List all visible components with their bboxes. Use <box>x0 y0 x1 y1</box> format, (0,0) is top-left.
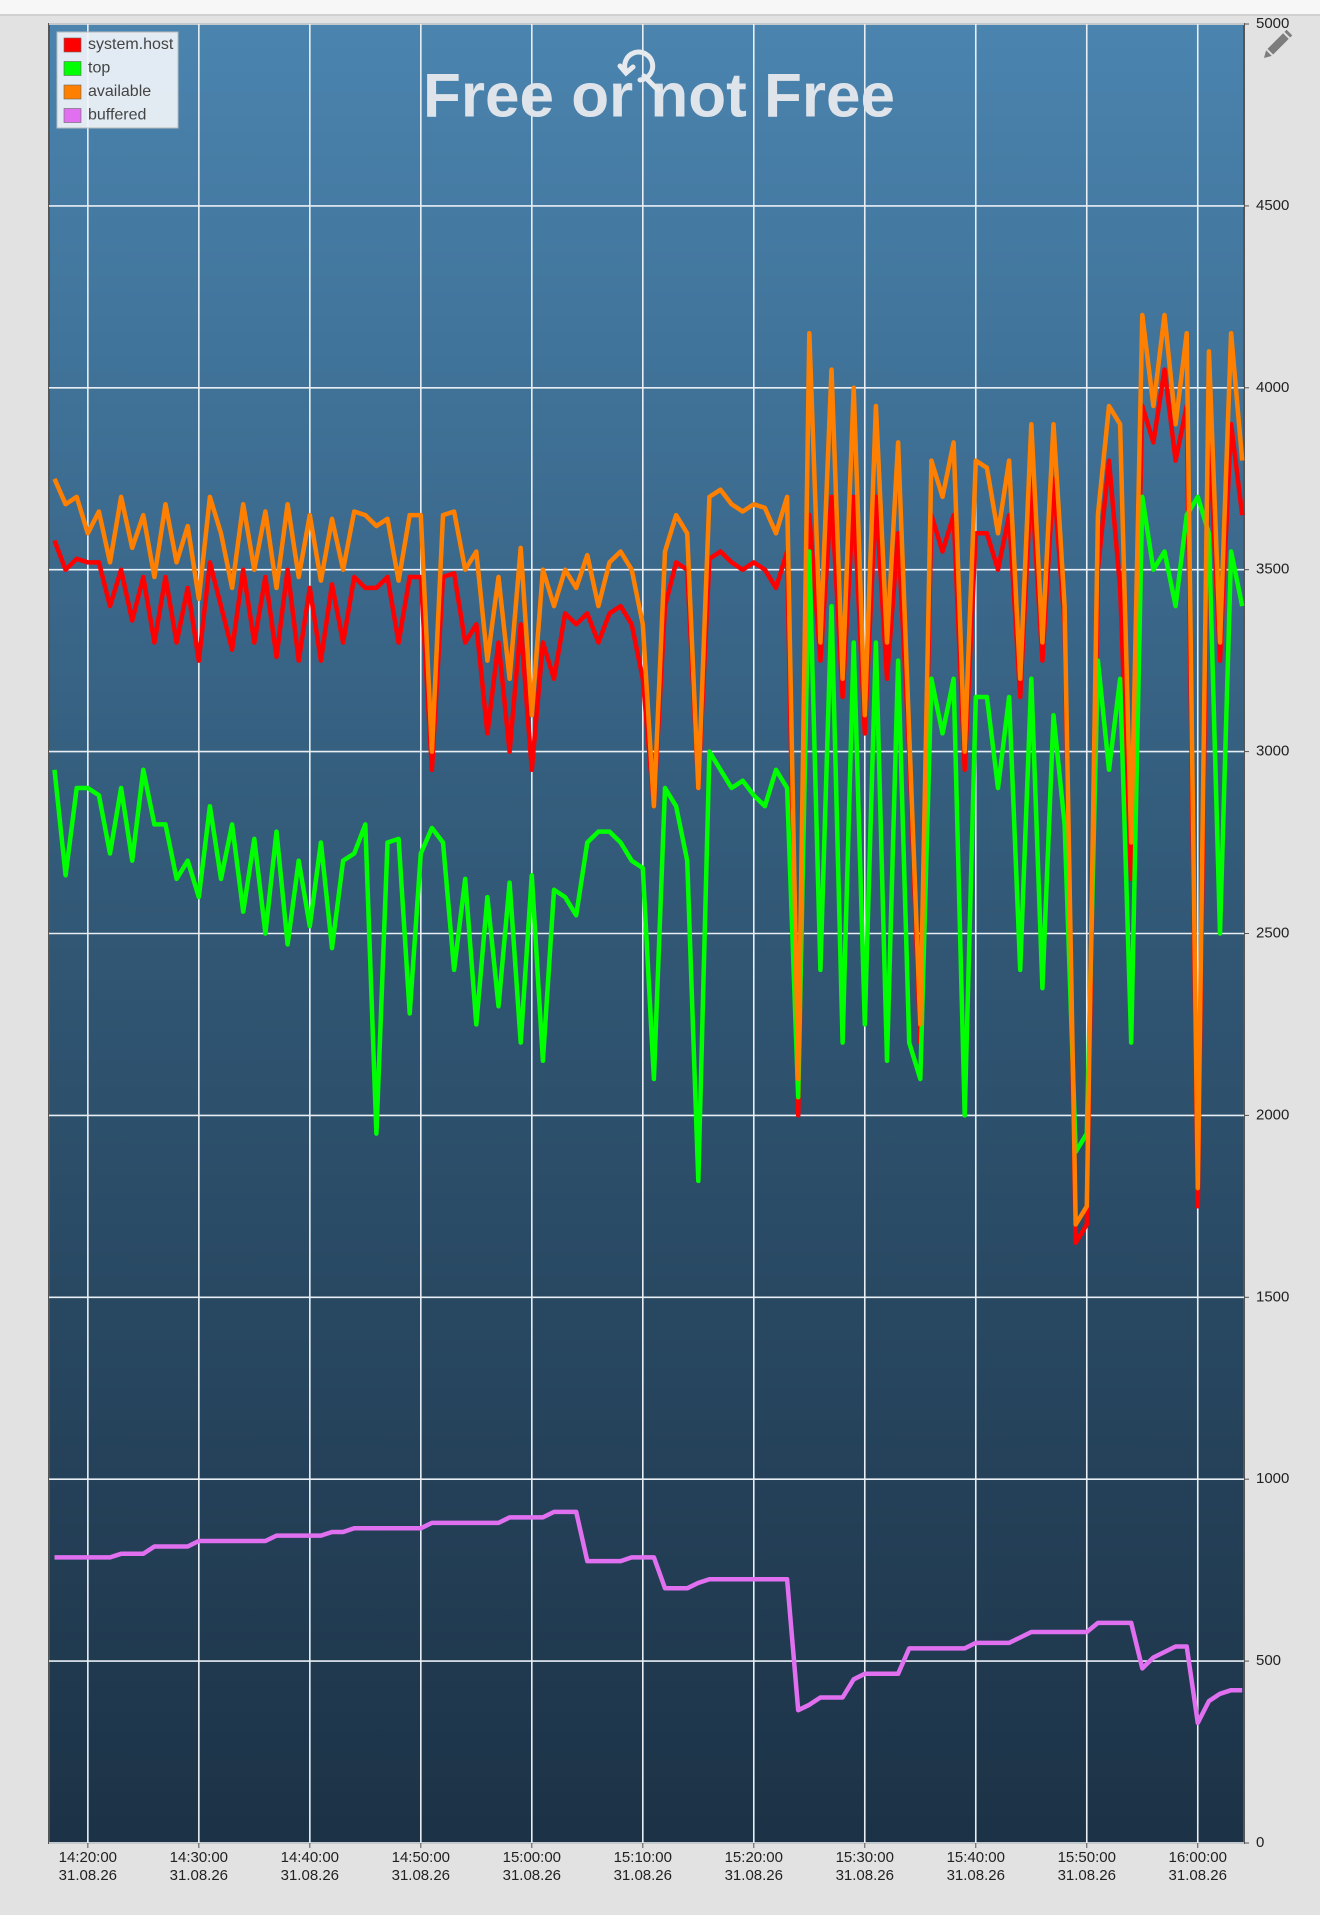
x-tick-label: 15:20:00 <box>725 1849 783 1866</box>
x-tick-label: 31.08.26 <box>1169 1867 1227 1884</box>
x-tick-label: 14:50:00 <box>392 1849 450 1866</box>
x-tick-label: 31.08.26 <box>59 1867 117 1884</box>
y-tick-label: 4500 <box>1256 197 1289 214</box>
chart-title: Free or not Free <box>423 61 895 130</box>
y-tick-label: 2500 <box>1256 924 1289 941</box>
x-tick-label: 31.08.26 <box>503 1867 561 1884</box>
x-tick-label: 31.08.26 <box>725 1867 783 1884</box>
x-tick-label: 14:30:00 <box>170 1849 228 1866</box>
zoom-handle <box>641 73 661 93</box>
y-tick-label: 5000 <box>1256 15 1289 32</box>
pencil-eraser <box>1284 29 1293 38</box>
y-tick-label: 2000 <box>1256 1106 1289 1123</box>
x-tick-label: 31.08.26 <box>281 1867 339 1884</box>
pencil-body <box>1267 33 1289 55</box>
x-tick-label: 31.08.26 <box>947 1867 1005 1884</box>
refresh-arrow <box>617 63 636 77</box>
x-tick-label: 15:50:00 <box>1058 1849 1116 1866</box>
series-line <box>52 494 1245 1184</box>
y-tick-label: 3000 <box>1256 743 1289 760</box>
x-tick-label: 31.08.26 <box>614 1867 672 1884</box>
top-bar-shadow <box>0 14 1320 16</box>
x-tick-label: 16:00:00 <box>1169 1849 1227 1866</box>
series-line <box>52 312 1245 1227</box>
x-tick-label: 14:20:00 <box>59 1849 117 1866</box>
legend: system.host top available buffered <box>56 31 179 129</box>
refresh-arc <box>622 49 656 83</box>
y-tick-label: 1000 <box>1256 1470 1289 1487</box>
legend-label: buffered <box>88 107 146 124</box>
top-bar <box>0 0 1320 14</box>
legend-swatch <box>63 108 82 123</box>
y-tick-label: 3500 <box>1256 561 1289 578</box>
legend-label: system.host <box>88 36 174 53</box>
refresh-zoom-button[interactable] <box>617 49 661 93</box>
x-tick-label: 15:30:00 <box>836 1849 894 1866</box>
x-tick-label: 31.08.26 <box>392 1867 450 1884</box>
series-lines <box>52 312 1245 1726</box>
legend-label: top <box>88 60 110 77</box>
y-tick-label: 500 <box>1256 1652 1281 1669</box>
legend-swatch <box>63 61 82 76</box>
x-tick-label: 15:40:00 <box>947 1849 1005 1866</box>
y-tick-label: 4000 <box>1256 379 1289 396</box>
y-tick-label: 0 <box>1256 1834 1264 1851</box>
x-tick-label: 31.08.26 <box>170 1867 228 1884</box>
x-tick-label: 14:40:00 <box>281 1849 339 1866</box>
ticks: 0 500 1000 1500 2000 2500 3000 3500 4000 4500 5000… <box>59 15 1290 1884</box>
edit-button[interactable] <box>1261 29 1293 61</box>
legend-swatch <box>63 37 82 53</box>
pencil-tip <box>1263 50 1272 59</box>
grid <box>49 23 1244 1844</box>
x-tick-label: 31.08.26 <box>836 1867 894 1884</box>
x-tick-label: 31.08.26 <box>1058 1867 1116 1884</box>
x-tick-label: 15:00:00 <box>503 1849 561 1866</box>
legend-label: available <box>88 83 151 100</box>
x-tick-label: 15:10:00 <box>614 1849 672 1866</box>
series-line <box>54 1509 1243 1726</box>
legend-swatch <box>63 84 82 100</box>
y-tick-label: 1500 <box>1256 1288 1289 1305</box>
